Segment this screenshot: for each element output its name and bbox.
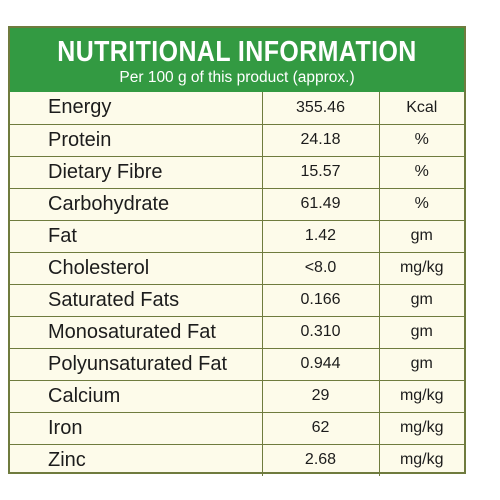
nutrient-unit: gm: [379, 220, 464, 253]
table-row: Saturated Fats 0.166 gm: [10, 284, 464, 317]
nutrient-unit: %: [379, 124, 464, 157]
nutrient-name: Zinc: [10, 444, 263, 476]
nutrient-unit: mg/kg: [379, 380, 464, 413]
nutrition-header: NUTRITIONAL INFORMATION Per 100 g of thi…: [10, 28, 464, 92]
table-row: Iron 62 mg/kg: [10, 412, 464, 445]
nutrient-name: Energy: [10, 92, 263, 125]
nutrient-value: 2.68: [262, 444, 380, 476]
nutrient-name: Fat: [10, 220, 263, 253]
table-row: Cholesterol <8.0 mg/kg: [10, 252, 464, 285]
nutrient-name: Cholesterol: [10, 252, 263, 285]
nutrient-name: Iron: [10, 412, 263, 445]
table-row: Polyunsaturated Fat 0.944 gm: [10, 348, 464, 381]
nutrient-value: 29: [262, 380, 380, 413]
nutrient-unit: gm: [379, 316, 464, 349]
table-row: Fat 1.42 gm: [10, 220, 464, 253]
nutrient-name: Calcium: [10, 380, 263, 413]
table-row: Dietary Fibre 15.57 %: [10, 156, 464, 189]
nutrient-value: <8.0: [262, 252, 380, 285]
nutrient-name: Polyunsaturated Fat: [10, 348, 263, 381]
nutrition-title: NUTRITIONAL INFORMATION: [57, 36, 417, 68]
nutrient-value: 0.166: [262, 284, 380, 317]
nutrient-name: Protein: [10, 124, 263, 157]
nutrient-unit: mg/kg: [379, 412, 464, 445]
nutrient-unit: %: [379, 188, 464, 221]
nutrient-name: Dietary Fibre: [10, 156, 263, 189]
table-row: Monosaturated Fat 0.310 gm: [10, 316, 464, 349]
nutrient-unit: Kcal: [379, 92, 464, 125]
nutrient-unit: gm: [379, 348, 464, 381]
nutrient-unit: mg/kg: [399, 451, 444, 469]
nutrient-unit: mg/kg: [379, 252, 464, 285]
nutrition-table: Energy 355.46 Kcal Protein 24.18 % Dieta…: [10, 92, 464, 476]
table-row: Protein 24.18 %: [10, 124, 464, 157]
nutrient-value: 1.42: [262, 220, 380, 253]
nutrient-unit: gm: [379, 284, 464, 317]
table-row: Energy 355.46 Kcal: [10, 92, 464, 125]
table-row: Zinc 2.68 mg/kg: [10, 444, 464, 476]
table-row: Carbohydrate 61.49 %: [10, 188, 464, 221]
nutrient-name: Carbohydrate: [10, 188, 263, 221]
nutrient-value: 0.310: [262, 316, 380, 349]
table-row: Calcium 29 mg/kg: [10, 380, 464, 413]
nutrient-value: 15.57: [262, 156, 380, 189]
nutrient-name: Saturated Fats: [10, 284, 263, 317]
nutrient-value: 61.49: [262, 188, 380, 221]
nutrient-value: 0.944: [262, 348, 380, 381]
nutrient-name: Monosaturated Fat: [10, 316, 263, 349]
nutrition-label: NUTRITIONAL INFORMATION Per 100 g of thi…: [8, 26, 466, 476]
nutrient-value: 62: [262, 412, 380, 445]
nutrient-value: 355.46: [262, 92, 380, 125]
nutrient-unit: %: [379, 156, 464, 189]
nutrient-value: 24.18: [262, 124, 380, 157]
nutrition-subtitle: Per 100 g of this product (approx.): [119, 69, 355, 86]
